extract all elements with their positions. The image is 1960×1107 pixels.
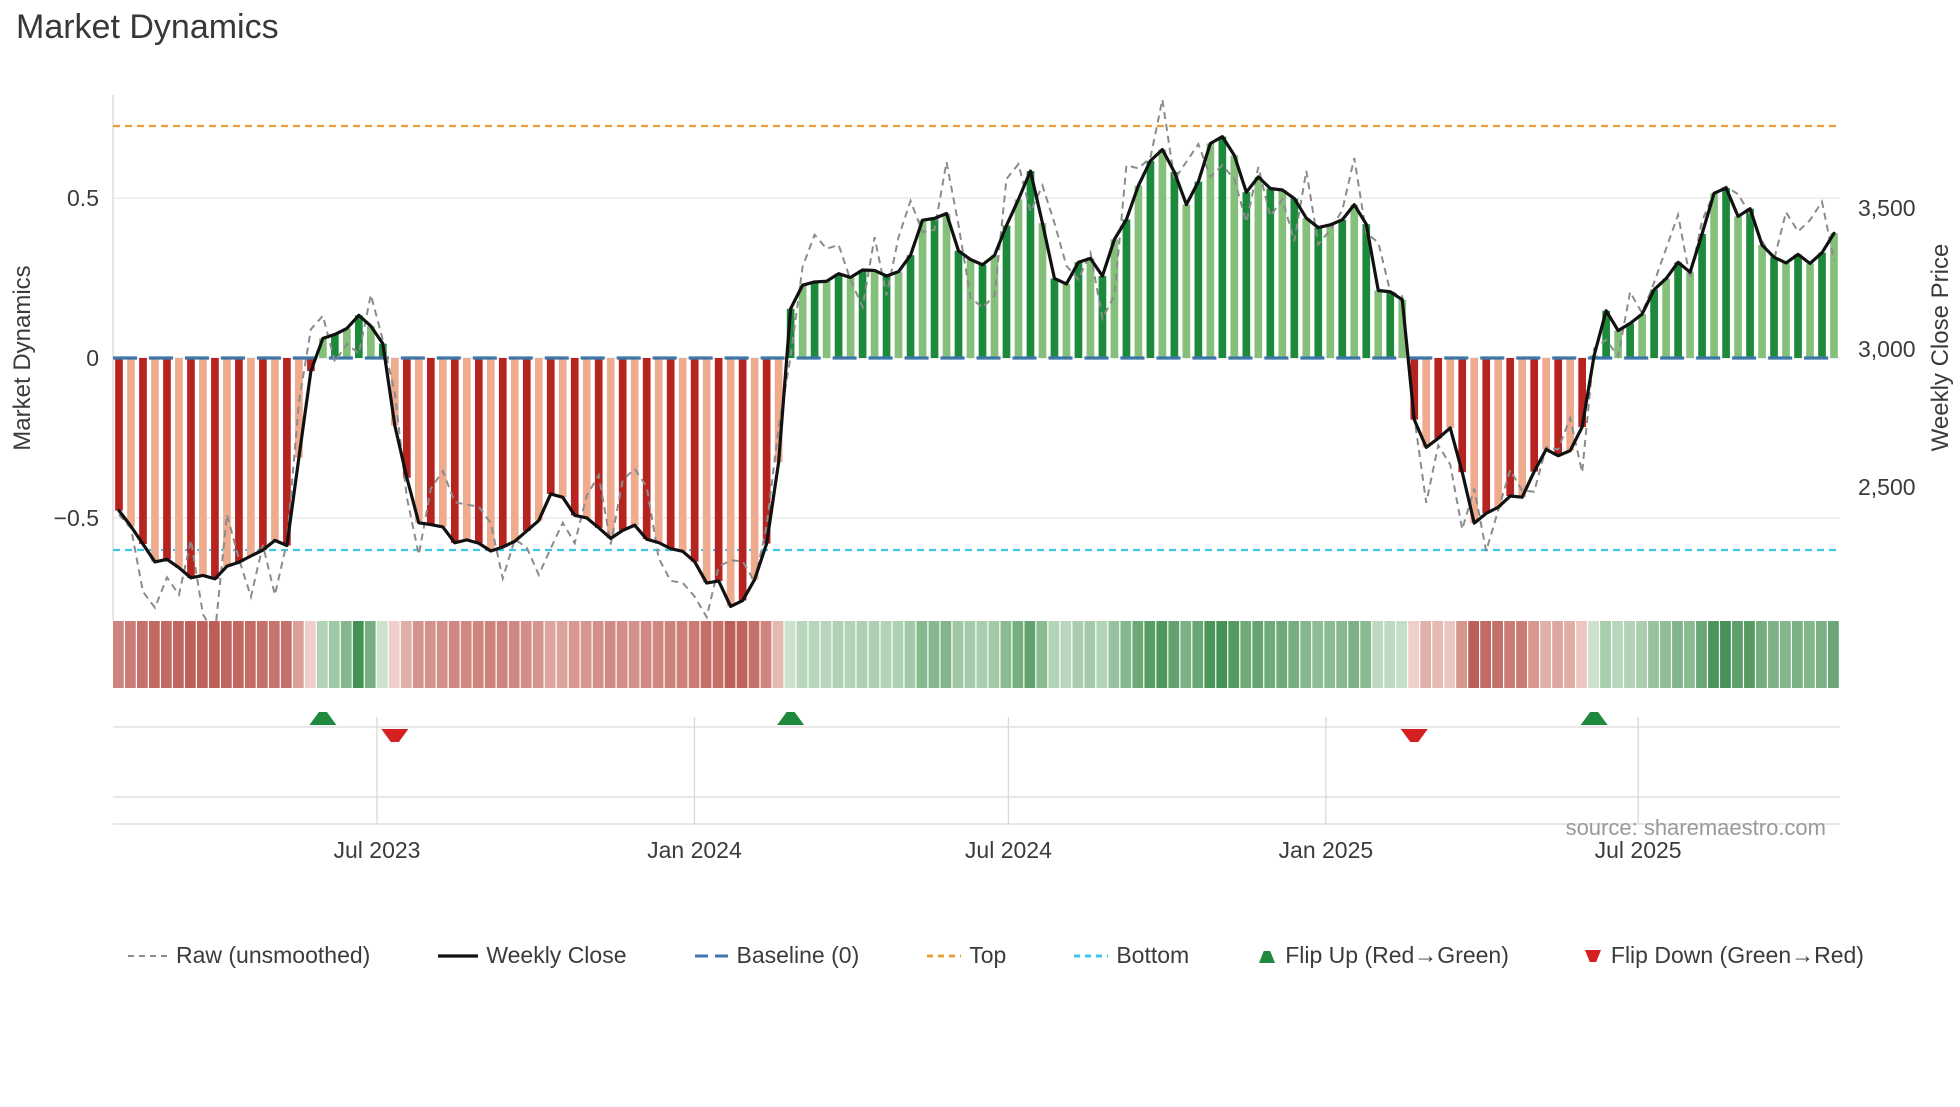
svg-text:Jan 2025: Jan 2025 — [1279, 837, 1374, 863]
svg-text:Weekly Close Price: Weekly Close Price — [1927, 244, 1954, 452]
svg-text:−0.5: −0.5 — [54, 505, 99, 531]
svg-text:Jul 2023: Jul 2023 — [333, 837, 420, 863]
svg-text:Jul 2025: Jul 2025 — [1595, 837, 1682, 863]
svg-text:2,500: 2,500 — [1858, 474, 1916, 500]
svg-text:0: 0 — [86, 345, 99, 371]
svg-text:0.5: 0.5 — [67, 185, 99, 211]
svg-text:Jul 2024: Jul 2024 — [965, 837, 1052, 863]
svg-text:Market Dynamics: Market Dynamics — [9, 265, 36, 450]
svg-text:Market Dynamics: Market Dynamics — [16, 8, 279, 46]
svg-text:3,500: 3,500 — [1858, 195, 1916, 221]
svg-text:Jan 2024: Jan 2024 — [647, 837, 742, 863]
svg-text:3,000: 3,000 — [1858, 336, 1916, 362]
